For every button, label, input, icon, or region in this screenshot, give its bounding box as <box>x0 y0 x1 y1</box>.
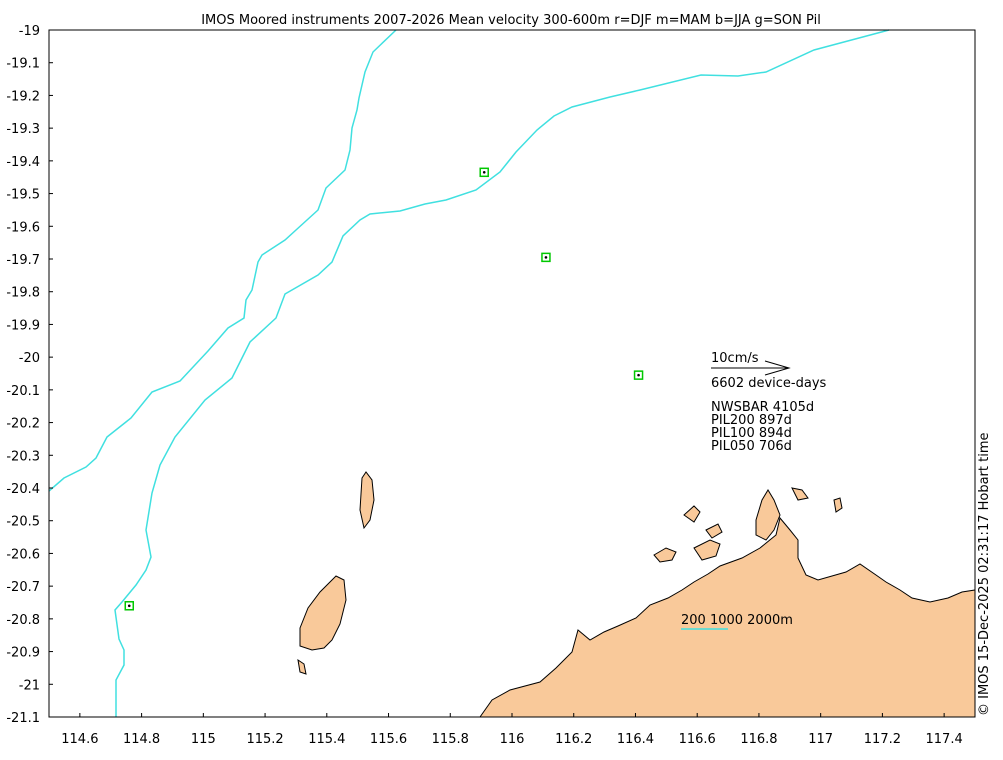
depth-contour-1000m <box>114 29 890 717</box>
y-tick-label: -19.4 <box>6 155 40 170</box>
y-axis: -19 -19.1 -19.2 -19.3 -19.4 -19.5 -19.6 -19.7 -1… <box>6 24 53 726</box>
mainland-coast <box>479 516 976 718</box>
x-tick-label: 116.4 <box>617 732 654 747</box>
island-e <box>791 487 809 501</box>
y-tick-label: -19.7 <box>6 253 40 268</box>
y-tick-label: -20.1 <box>6 384 40 399</box>
y-tick-label: -20.5 <box>6 515 40 530</box>
island-d <box>705 523 723 539</box>
y-tick-label: -19.8 <box>6 286 40 301</box>
x-tick-label: 115.2 <box>246 732 283 747</box>
station-marker <box>541 252 551 263</box>
timestamp-label: © IMOS 15-Dec-2025 02:31:17 Hobart time <box>977 432 992 716</box>
station-label: PIL100 894d <box>711 426 792 441</box>
land <box>297 471 976 718</box>
station-markers <box>124 167 644 611</box>
y-tick-label: -20 <box>19 351 40 366</box>
x-tick-label: 117.4 <box>926 732 963 747</box>
x-tick-label: 116.2 <box>555 732 592 747</box>
station-marker <box>124 601 135 611</box>
y-tick-label: -19.3 <box>6 122 40 137</box>
y-tick-label: -20.9 <box>6 646 40 661</box>
y-tick-label: -20.3 <box>6 449 40 464</box>
x-tick-label: 115.6 <box>370 732 407 747</box>
scale-arrow <box>711 360 791 376</box>
y-tick-label: -21.1 <box>6 711 40 726</box>
y-tick-label: -19 <box>19 24 40 39</box>
x-axis: 114.6 114.8 115 115.2 115.4 115.6 115.8 116 116.… <box>61 713 963 747</box>
y-tick-label: -20.8 <box>6 613 40 628</box>
station-list: NWSBAR 4105d PIL200 897d PIL100 894d PIL… <box>711 400 814 454</box>
x-tick-label: 117.2 <box>864 732 901 747</box>
x-tick-label: 114.6 <box>61 732 98 747</box>
x-tick-label: 115.8 <box>432 732 469 747</box>
y-tick-label: -20.7 <box>6 580 40 595</box>
y-tick-label: -19.1 <box>6 57 40 72</box>
depth-contour-200m <box>48 29 397 492</box>
x-tick-label: 116.6 <box>679 732 716 747</box>
y-tick-label: -19.6 <box>6 220 40 235</box>
island-c <box>683 505 701 523</box>
montebello-islands <box>359 471 375 530</box>
peninsula <box>755 489 781 541</box>
plot-title: IMOS Moored instruments 2007-2026 Mean v… <box>201 13 821 28</box>
barrow-island <box>299 575 347 651</box>
map-area: 200 1000 2000m 10cm/s 6602 device-days N… <box>48 29 976 718</box>
x-tick-label: 116.8 <box>740 732 777 747</box>
x-tick-label: 114.8 <box>123 732 160 747</box>
scale-arrow-label: 10cm/s <box>711 351 759 366</box>
station-marker <box>479 167 489 178</box>
station-label: PIL050 706d <box>711 439 792 454</box>
y-tick-label: -19.2 <box>6 89 40 104</box>
y-tick-label: -20.6 <box>6 547 40 562</box>
x-tick-label: 117 <box>808 732 833 747</box>
y-tick-label: -19.9 <box>6 318 40 333</box>
y-tick-label: -21 <box>19 678 40 693</box>
y-tick-label: -20.2 <box>6 417 40 432</box>
x-tick-label: 116 <box>500 732 525 747</box>
station-marker <box>633 370 644 380</box>
x-tick-label: 115 <box>191 732 216 747</box>
contour-legend-label: 200 1000 2000m <box>681 613 793 628</box>
island-g <box>297 658 307 675</box>
device-days-label: 6602 device-days <box>711 376 827 391</box>
station-label: PIL200 897d <box>711 413 792 428</box>
y-tick-label: -20.4 <box>6 482 40 497</box>
island-f <box>833 497 843 513</box>
island-b <box>693 539 721 561</box>
station-label: NWSBAR 4105d <box>711 400 814 415</box>
y-tick-label: -19.5 <box>6 188 40 203</box>
island-a <box>653 547 677 563</box>
x-tick-label: 115.4 <box>308 732 345 747</box>
